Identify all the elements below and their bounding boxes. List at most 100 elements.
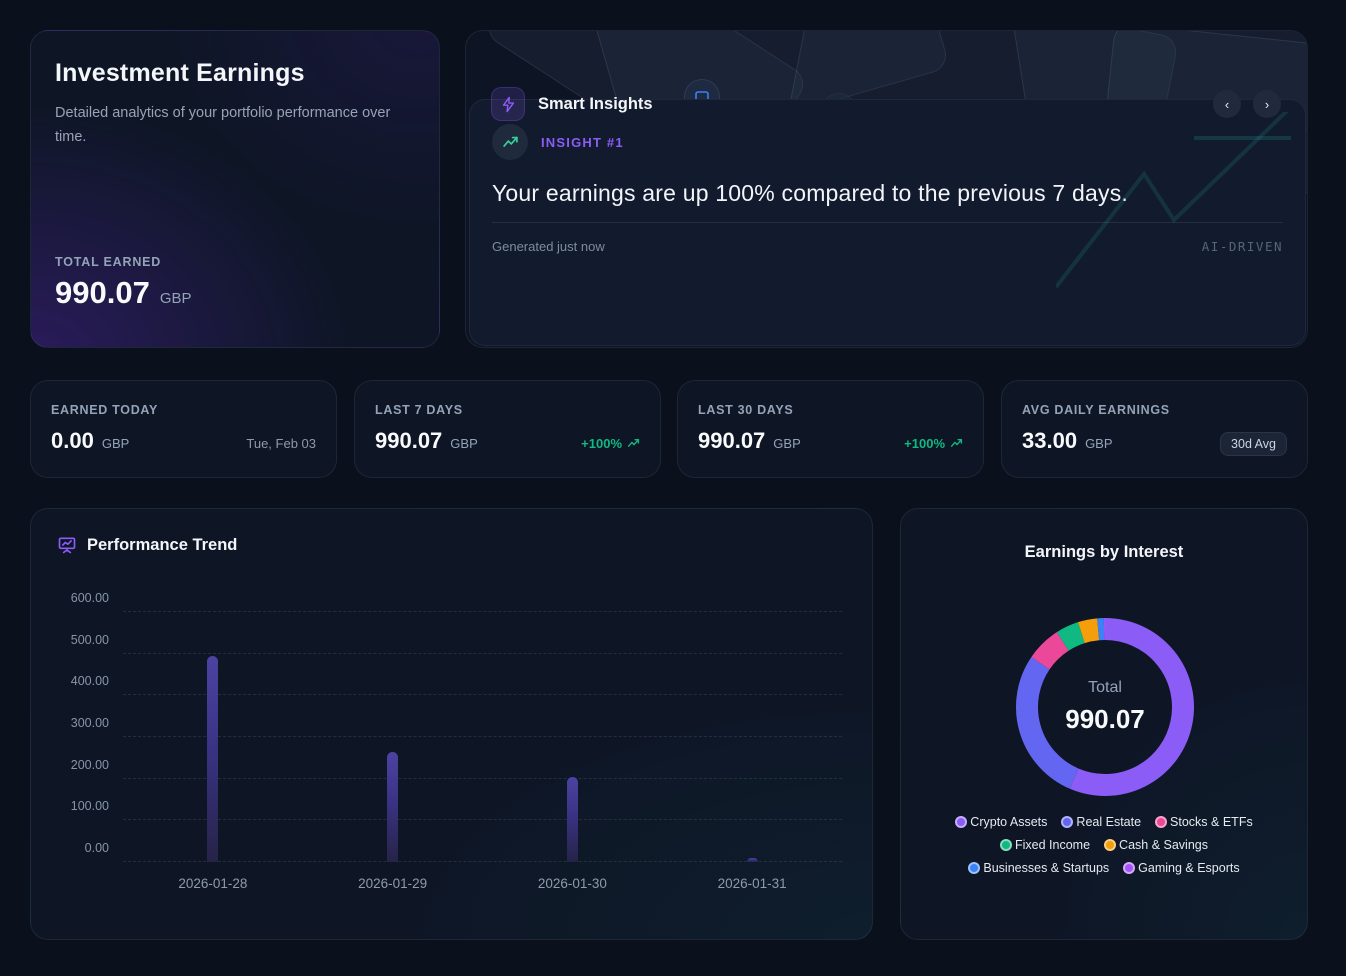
- y-axis-tick-label: 100.00: [70, 799, 109, 814]
- legend-dot: [1104, 839, 1117, 851]
- smart-insights-title: Smart Insights: [538, 94, 653, 113]
- gridline: [123, 611, 842, 612]
- x-axis-tick-label: 2026-01-29: [358, 876, 428, 891]
- legend-label: Cash & Savings: [1119, 838, 1208, 852]
- donut-segment-real-estate[interactable]: [1016, 656, 1079, 789]
- legend-dot: [968, 862, 981, 874]
- trend-badge: +100%: [581, 436, 640, 451]
- insight-icon-circle: [492, 124, 528, 160]
- insight-generated-timestamp: Generated just now: [492, 239, 605, 254]
- donut-chart-svg: [1016, 618, 1194, 796]
- legend-dot: [955, 816, 968, 828]
- stat-card-last-7-days: LAST 7 DAYS 990.07 GBP +100%: [354, 380, 661, 478]
- insight-panel: INSIGHT #1 Your earnings are up 100% com…: [469, 99, 1306, 346]
- insight-number-label: INSIGHT #1: [541, 134, 624, 150]
- bar-2026-01-30[interactable]: [566, 776, 578, 862]
- legend-dot: [1000, 839, 1013, 851]
- gridline: [123, 777, 842, 779]
- donut-legend: Crypto Assets Real Estate Stocks & ETFs Fix…: [937, 815, 1271, 875]
- stat-currency: GBP: [1085, 436, 1113, 451]
- gridline: [123, 694, 842, 696]
- legend-item-cash-savings[interactable]: Cash & Savings: [1104, 838, 1208, 852]
- y-axis-tick-label: 400.00: [70, 674, 109, 689]
- stat-value: 33.00: [1022, 428, 1078, 453]
- insight-headline: Your earnings are up 100% compared to th…: [492, 180, 1128, 206]
- page-description: Detailed analytics of your portfolio per…: [55, 105, 391, 145]
- x-axis-tick-label: 2026-01-30: [537, 876, 607, 891]
- donut-segment-stocks-etfs[interactable]: [1031, 632, 1070, 670]
- stat-currency: GBP: [773, 436, 801, 451]
- legend-label: Businesses & Startups: [983, 861, 1110, 875]
- legend-item-businesses-startups[interactable]: Businesses & Startups: [968, 861, 1109, 875]
- stat-currency: GBP: [101, 436, 130, 451]
- y-axis-tick-label: 200.00: [70, 757, 109, 772]
- performance-trend-title: Performance Trend: [87, 535, 238, 554]
- stat-value: 990.07: [698, 428, 766, 453]
- legend-item-stocks-etfs[interactable]: Stocks & ETFs: [1155, 815, 1253, 829]
- ai-driven-tag: AI-DRIVEN: [1201, 239, 1283, 254]
- legend-label: Gaming & Esports: [1138, 861, 1240, 875]
- smart-insights-card: Smart Insights ‹ › INSIGHT #1 Your earni…: [465, 30, 1308, 348]
- legend-dot: [1123, 862, 1136, 874]
- stat-label: LAST 30 DAYS: [698, 403, 794, 417]
- legend-label: Crypto Assets: [970, 815, 1048, 829]
- earnings-by-interest-card: Earnings by Interest Total 990.07 Crypto…: [900, 508, 1308, 940]
- gridline: [123, 736, 842, 737]
- total-earned-label: TOTAL EARNED: [55, 255, 162, 269]
- stat-card-last-30-days: LAST 30 DAYS 990.07 GBP +100%: [677, 380, 984, 478]
- trending-up-icon: [627, 439, 640, 447]
- bar-2026-01-28[interactable]: [207, 655, 219, 862]
- donut-segment-cash-savings[interactable]: [1078, 618, 1100, 644]
- stat-card-avg-daily: AVG DAILY EARNINGS 33.00 GBP 30d Avg: [1001, 380, 1308, 478]
- legend-label: Stocks & ETFs: [1170, 815, 1253, 829]
- gridline: [123, 652, 842, 654]
- stat-label: LAST 7 DAYS: [375, 403, 463, 417]
- donut-chart: Total 990.07: [1010, 612, 1200, 802]
- lightning-icon: [502, 96, 514, 112]
- stat-date: Tue, Feb 03: [246, 436, 316, 451]
- stat-label: EARNED TODAY: [51, 403, 159, 417]
- stat-value: 0.00: [51, 428, 94, 453]
- donut-segment-fixed-income[interactable]: [1056, 622, 1086, 651]
- gridline: [123, 861, 842, 862]
- trend-badge: +100%: [904, 436, 963, 451]
- insights-next-button[interactable]: ›: [1253, 90, 1281, 118]
- stat-value: 990.07: [375, 428, 443, 453]
- investment-earnings-card: Investment Earnings Detailed analytics o…: [30, 30, 440, 348]
- divider: [492, 222, 1283, 223]
- performance-trend-card: Performance Trend 0.00 100.00 200.00 300.00…: [30, 508, 873, 940]
- trending-up-icon: [950, 439, 963, 447]
- y-axis-tick-label: 300.00: [70, 716, 109, 730]
- trend-value: +100%: [904, 436, 945, 451]
- bar-2026-01-31[interactable]: [746, 857, 758, 862]
- page-title: Investment Earnings: [55, 59, 305, 87]
- donut-segment-crypto-assets[interactable]: [1069, 618, 1194, 796]
- y-axis-tick-label: 500.00: [70, 632, 109, 647]
- x-axis-tick-label: 2026-01-31: [717, 876, 787, 891]
- gridline: [123, 819, 842, 821]
- bar-chart-plot-area: 0.00 100.00 200.00 300.00 400.00 500.00 600.00…: [71, 591, 842, 891]
- avg-period-badge: 30d Avg: [1220, 432, 1287, 456]
- legend-dot: [1155, 816, 1168, 828]
- total-earned-currency: GBP: [159, 290, 192, 307]
- presentation-chart-icon: [58, 537, 76, 554]
- legend-label: Fixed Income: [1015, 838, 1091, 852]
- donut-chart-title: Earnings by Interest: [1024, 543, 1184, 561]
- trend-value: +100%: [581, 436, 622, 451]
- smart-insights-icon-box: [491, 87, 525, 121]
- bar-2026-01-29[interactable]: [387, 751, 399, 862]
- total-earned-value: 990.07: [55, 275, 150, 310]
- stat-label: AVG DAILY EARNINGS: [1022, 403, 1170, 417]
- legend-item-gaming-esports[interactable]: Gaming & Esports: [1123, 861, 1240, 875]
- trending-up-icon: [502, 136, 518, 147]
- legend-item-crypto-assets[interactable]: Crypto Assets: [955, 815, 1047, 829]
- legend-item-real-estate[interactable]: Real Estate: [1061, 815, 1141, 829]
- legend-dot: [1061, 816, 1074, 828]
- insights-prev-button[interactable]: ‹: [1213, 90, 1241, 118]
- x-axis-tick-label: 2026-01-28: [178, 876, 248, 891]
- y-axis-tick-label: 600.00: [70, 591, 109, 605]
- y-axis-tick-label: 0.00: [84, 841, 109, 855]
- legend-label: Real Estate: [1076, 815, 1142, 829]
- legend-item-fixed-income[interactable]: Fixed Income: [1000, 838, 1090, 852]
